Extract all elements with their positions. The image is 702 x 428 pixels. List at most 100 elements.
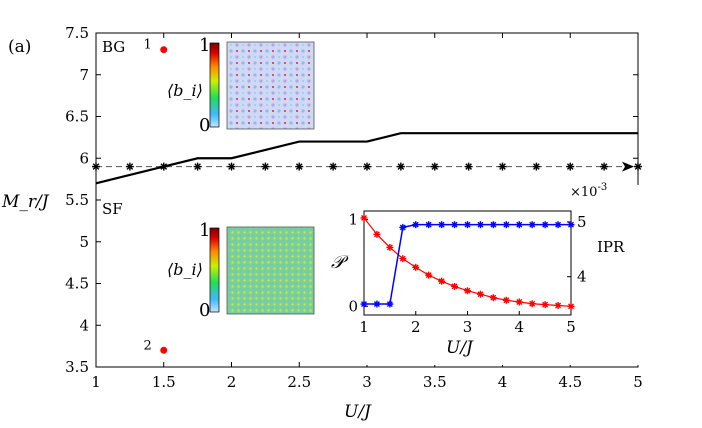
state-point-label-2: 2 — [143, 338, 151, 353]
colorbar-bg-max: 1 — [199, 35, 210, 56]
inset-y-right-tick-label: 5 — [577, 213, 587, 231]
inset-y-right-label: IPR — [597, 238, 625, 256]
y-axis-label: M_r/J — [1, 192, 50, 212]
inset-P-marker — [541, 301, 549, 309]
x-tick-label: 4.5 — [558, 373, 582, 391]
density-sf-label: ⟨b_i⟩ — [167, 260, 203, 279]
inset-series-IPR-markers — [360, 221, 575, 308]
inset-P-marker — [489, 294, 497, 302]
inset-P-marker — [476, 290, 484, 298]
reference-marker — [464, 162, 473, 171]
x-tick-label: 3.5 — [423, 373, 447, 391]
region-label-sf: SF — [102, 200, 123, 218]
reference-marker — [532, 162, 541, 171]
inset-P-marker — [373, 230, 381, 238]
x-axis-label: U/J — [344, 402, 372, 422]
inset-IPR-marker — [464, 221, 471, 229]
main-ticks: 1 1.5 2 2.5 3 3.5 4 4.5 5 3.5 4 4.5 5 5.5 6 6.5 7 7.5 — [65, 24, 643, 391]
reference-marker — [363, 162, 371, 171]
reference-marker — [227, 162, 236, 171]
density-inset-sf: 1 0 ⟨b_i⟩ — [167, 220, 315, 321]
y-tick-label: 3.5 — [65, 358, 89, 376]
inset-P-marker — [425, 271, 433, 279]
inset-IPR-marker — [528, 221, 536, 229]
reference-marker — [261, 162, 270, 171]
inset-x-tick-label: 3 — [463, 318, 473, 336]
reference-markers — [92, 162, 642, 171]
inset-P-marker — [386, 243, 394, 251]
inset-x-tick-label: 2 — [411, 318, 421, 336]
inset-P-marker — [554, 301, 562, 309]
inset-P-marker — [567, 302, 575, 310]
phase-boundary-line — [95, 132, 638, 185]
x-tick-label: 1.5 — [152, 373, 176, 391]
inset-y-left-tick-label: 1 — [348, 211, 358, 229]
reference-marker — [193, 162, 202, 171]
reference-marker — [430, 162, 439, 171]
reference-marker — [600, 162, 609, 171]
x-tick-label: 2 — [227, 373, 237, 391]
reference-marker — [125, 162, 134, 171]
inset-P-marker — [399, 255, 407, 263]
y-tick-label: 6 — [79, 149, 89, 167]
inset-IPR-marker — [515, 221, 523, 229]
y-tick-label: 5 — [79, 233, 89, 251]
inset-exponent: ×10-3 — [570, 182, 607, 200]
panel-label: (a) — [8, 37, 31, 57]
y-tick-label: 7.5 — [65, 24, 89, 42]
inset-IPR-marker — [541, 221, 549, 229]
inset-background — [320, 185, 640, 365]
state-point-2 — [160, 346, 168, 354]
inset-IPR-marker — [412, 221, 420, 229]
reference-marker — [566, 162, 575, 171]
inset-IPR-marker — [554, 221, 562, 229]
inset-x-tick-label: 4 — [514, 318, 524, 336]
density-bg-label: ⟨b_i⟩ — [167, 81, 203, 100]
inset-P-marker — [438, 277, 446, 285]
inset-IPR-marker — [360, 300, 368, 308]
x-tick-label: 1 — [91, 373, 101, 391]
region-label-bg: BG — [102, 38, 125, 56]
x-tick-label: 2.5 — [287, 373, 311, 391]
inset-series-P-markers — [360, 214, 575, 310]
density-map-bg — [226, 41, 315, 130]
density-inset-bg: 1 0 ⟨b_i⟩ — [167, 35, 315, 136]
colorbar-sf-max: 1 — [199, 220, 210, 241]
density-map-sf — [226, 226, 315, 315]
y-tick-label: 4.5 — [65, 275, 89, 293]
reference-marker — [396, 162, 405, 171]
inset-y-right-tick-label: 4 — [577, 268, 587, 286]
state-points: 12 — [143, 38, 168, 354]
inset-IPR-marker — [438, 221, 446, 229]
reference-marker — [295, 162, 304, 171]
reference-marker — [92, 162, 100, 171]
inset-x-tick-label: 5 — [566, 318, 576, 336]
inset-P-marker — [451, 282, 459, 290]
x-tick-label: 4 — [498, 373, 508, 391]
inset-IPR-marker — [386, 300, 394, 308]
y-tick-label: 7 — [79, 66, 89, 84]
inset-exponent-base: ×10 — [570, 185, 597, 200]
inset-IPR-marker — [425, 221, 433, 229]
inset-P-marker — [412, 263, 420, 271]
inset-IPR-marker — [399, 223, 407, 231]
inset-IPR-marker — [451, 221, 459, 229]
inset-x-label: U/J — [446, 338, 474, 358]
reference-arrowhead — [622, 161, 634, 172]
inset-P-marker — [464, 287, 471, 295]
inset-exponent-power: -3 — [597, 182, 607, 193]
reference-marker — [498, 162, 507, 171]
inset-IPR-marker — [502, 221, 510, 229]
state-point-1 — [160, 46, 168, 54]
inset-P-marker — [360, 214, 368, 222]
reference-marker — [634, 162, 642, 171]
state-point-label-1: 1 — [143, 38, 151, 53]
inset-P-marker — [515, 298, 523, 306]
inset-IPR-marker — [567, 221, 575, 229]
inset-P-marker — [528, 300, 536, 308]
x-tick-label: 3 — [362, 373, 372, 391]
x-tick-label: 5 — [633, 373, 643, 391]
reference-marker — [329, 162, 338, 171]
colorbar-bg-min: 0 — [199, 115, 210, 136]
